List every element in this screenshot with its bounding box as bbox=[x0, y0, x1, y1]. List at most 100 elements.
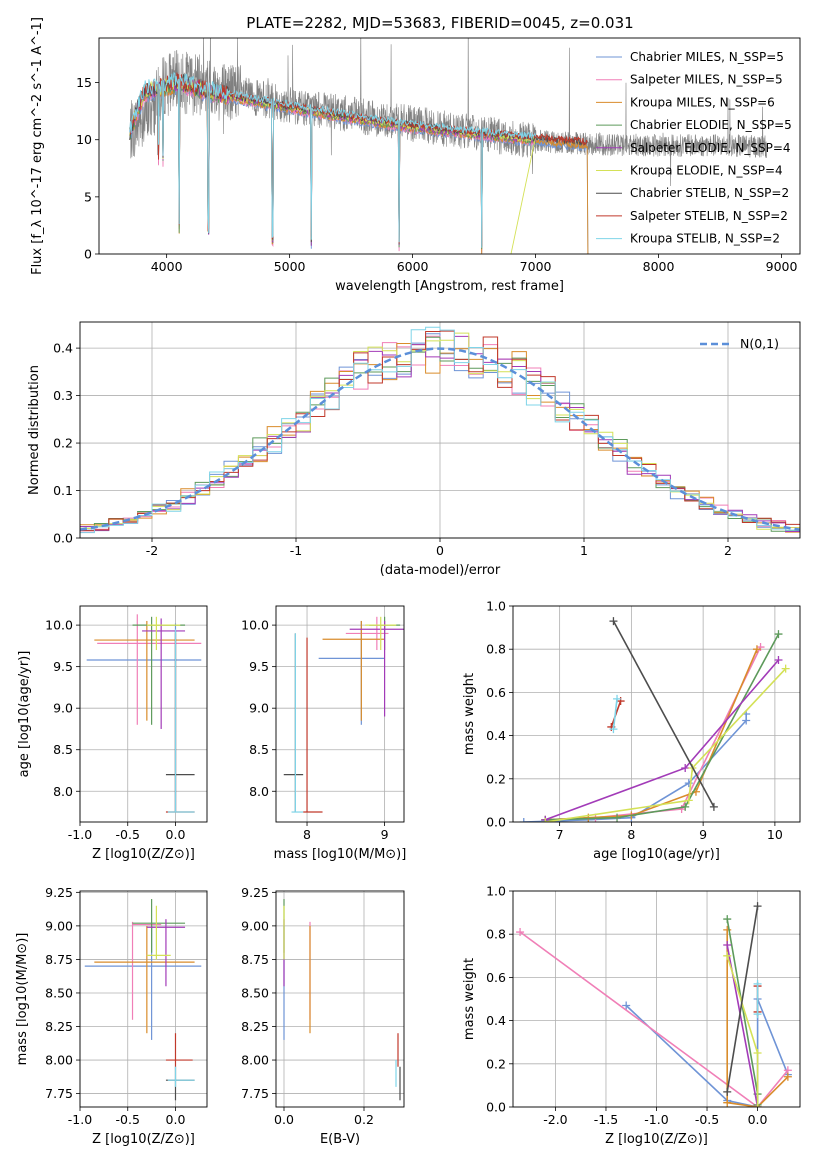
x-tick-label: -1.0 bbox=[68, 1112, 92, 1127]
y-tick-label: 10.0 bbox=[45, 618, 73, 633]
x-tick-label: 6000 bbox=[397, 259, 429, 274]
x-tick-label: -1.0 bbox=[644, 1112, 668, 1127]
weight-point-marker bbox=[723, 925, 732, 934]
axes-frame bbox=[98, 37, 801, 255]
weight-point-marker bbox=[723, 915, 732, 924]
y-tick-label: 0.0 bbox=[53, 531, 73, 546]
spectrum-lines bbox=[129, 38, 767, 254]
x-axis-label: Z [log10(Z/Z⊙)] bbox=[92, 1132, 195, 1147]
y-tick-label: 8.00 bbox=[241, 1053, 269, 1068]
x-tick-label: 1 bbox=[580, 543, 588, 558]
y-tick-label: 0.0 bbox=[486, 1100, 506, 1115]
y-tick-label: 15 bbox=[76, 75, 92, 90]
x-tick-label: -0.5 bbox=[695, 1112, 719, 1127]
figure-title: PLATE=2282, MJD=53683, FIBERID=0045, z=0… bbox=[246, 14, 633, 32]
error-crosses bbox=[283, 899, 401, 1101]
weight-series-line bbox=[726, 905, 759, 1093]
x-tick-label: -1.0 bbox=[68, 827, 92, 842]
x-tick-label: 5000 bbox=[274, 259, 306, 274]
weight-point-marker bbox=[609, 617, 618, 626]
x-axis-label: Z [log10(Z/Z⊙)] bbox=[605, 1132, 708, 1147]
x-tick-label: 4000 bbox=[151, 259, 183, 274]
y-tick-label: 9.0 bbox=[53, 701, 73, 716]
axes-frame bbox=[79, 321, 801, 539]
weight-series-line bbox=[545, 646, 762, 821]
model-spectrum-line bbox=[129, 76, 537, 250]
x-tick-label: -1.5 bbox=[594, 1112, 618, 1127]
y-tick-label: 0.8 bbox=[486, 927, 506, 942]
mass-vs-ebv-panel: 0.0 0.2 7.75 8.00 8.25 8.50 8.75 9.00 9.25 E(B-V) bbox=[241, 885, 405, 1147]
legend-label: Chabrier STELIB, N_SSP=2 bbox=[630, 186, 789, 200]
x-tick-label: 8 bbox=[627, 827, 635, 842]
x-tick-label: 0.0 bbox=[166, 1112, 186, 1127]
weight-point-marker bbox=[753, 1010, 762, 1019]
weight-point-marker bbox=[709, 802, 718, 811]
y-axis-label: age [log10(age/yr)] bbox=[17, 651, 32, 778]
x-tick-label: 0.2 bbox=[354, 1112, 374, 1127]
weight-point-marker bbox=[613, 694, 622, 703]
weight-point-marker bbox=[613, 813, 622, 822]
x-tick-label: 10 bbox=[767, 827, 783, 842]
y-tick-label: 9.5 bbox=[53, 659, 73, 674]
weight-point-marker bbox=[681, 764, 690, 772]
weight-point-marker bbox=[723, 951, 732, 960]
y-tick-label: 0.4 bbox=[53, 341, 73, 356]
y-tick-label: 9.5 bbox=[249, 659, 269, 674]
y-tick-label: 8.0 bbox=[53, 784, 73, 799]
y-tick-label: 9.25 bbox=[45, 885, 73, 900]
x-axis-label: E(B-V) bbox=[320, 1132, 360, 1147]
y-tick-label: 8.75 bbox=[241, 952, 269, 967]
weight-point-marker bbox=[753, 979, 762, 988]
legend-label: Salpeter MILES, N_SSP=5 bbox=[630, 73, 783, 87]
x-tick-label: 2 bbox=[724, 543, 732, 558]
weight-point-marker bbox=[684, 796, 693, 805]
x-tick-label: 0 bbox=[436, 543, 444, 558]
weight-series-line bbox=[612, 698, 618, 730]
weight-point-marker bbox=[752, 645, 761, 654]
axes-frame bbox=[275, 605, 405, 823]
y-axis-label: mass weight bbox=[462, 958, 477, 1040]
y-tick-label: 0.3 bbox=[53, 388, 73, 403]
y-tick-label: 1.0 bbox=[486, 884, 506, 899]
y-tick-label: 9.0 bbox=[249, 701, 269, 716]
x-tick-label: 8 bbox=[303, 827, 311, 842]
y-tick-label: 8.75 bbox=[45, 952, 73, 967]
y-tick-label: 7.75 bbox=[45, 1086, 73, 1101]
residuals-panel: -2 -1 0 1 2 0.0 0.1 0.2 0.3 0.4 (data-model)/error… bbox=[27, 321, 801, 578]
y-tick-label: 8.25 bbox=[241, 1019, 269, 1034]
weight-point-marker bbox=[519, 818, 528, 822]
y-tick-label: 9.25 bbox=[241, 885, 269, 900]
weight-point-marker bbox=[781, 664, 790, 673]
y-tick-label: 8.00 bbox=[45, 1053, 73, 1068]
y-tick-label: 8.50 bbox=[241, 985, 269, 1000]
y-tick-label: 1.0 bbox=[486, 599, 506, 614]
y-tick-label: 10 bbox=[76, 132, 92, 147]
x-tick-label: -0.5 bbox=[116, 827, 140, 842]
y-tick-label: 0.4 bbox=[486, 1013, 506, 1028]
x-axis-label: wavelength [Angstrom, rest frame] bbox=[335, 279, 564, 294]
legend-label: Salpeter STELIB, N_SSP=2 bbox=[630, 209, 788, 223]
y-tick-label: 0.4 bbox=[486, 728, 506, 743]
y-tick-label: 9.00 bbox=[45, 918, 73, 933]
y-tick-label: 0 bbox=[84, 247, 92, 262]
x-tick-label: -2.0 bbox=[543, 1112, 567, 1127]
y-tick-label: 0.2 bbox=[486, 1056, 506, 1071]
weight-point-marker bbox=[753, 1103, 762, 1107]
x-tick-label: 0.0 bbox=[274, 1112, 294, 1127]
legend-label: Salpeter ELODIE, N_SSP=4 bbox=[630, 141, 791, 155]
error-crosses bbox=[84, 899, 202, 1101]
weight-point-marker bbox=[681, 802, 690, 811]
x-tick-label: 9 bbox=[699, 827, 707, 842]
gaussian-reference-curve bbox=[80, 347, 800, 531]
legend-label: N(0,1) bbox=[740, 336, 779, 351]
weight-point-marker bbox=[723, 1087, 732, 1096]
y-tick-label: 8.50 bbox=[45, 985, 73, 1000]
y-tick-label: 0.1 bbox=[53, 483, 73, 498]
model-spectrum-line bbox=[129, 76, 537, 254]
x-tick-label: -1 bbox=[290, 543, 302, 558]
x-axis-label: age [log10(age/yr)] bbox=[593, 847, 720, 862]
y-tick-label: 10.0 bbox=[241, 618, 269, 633]
mass-vs-metallicity-panel: -1.0 -0.5 0.0 7.75 8.00 8.25 8.50 8.75 9.00 9.25 Z… bbox=[15, 885, 208, 1147]
legend-label: Chabrier MILES, N_SSP=5 bbox=[630, 50, 784, 64]
